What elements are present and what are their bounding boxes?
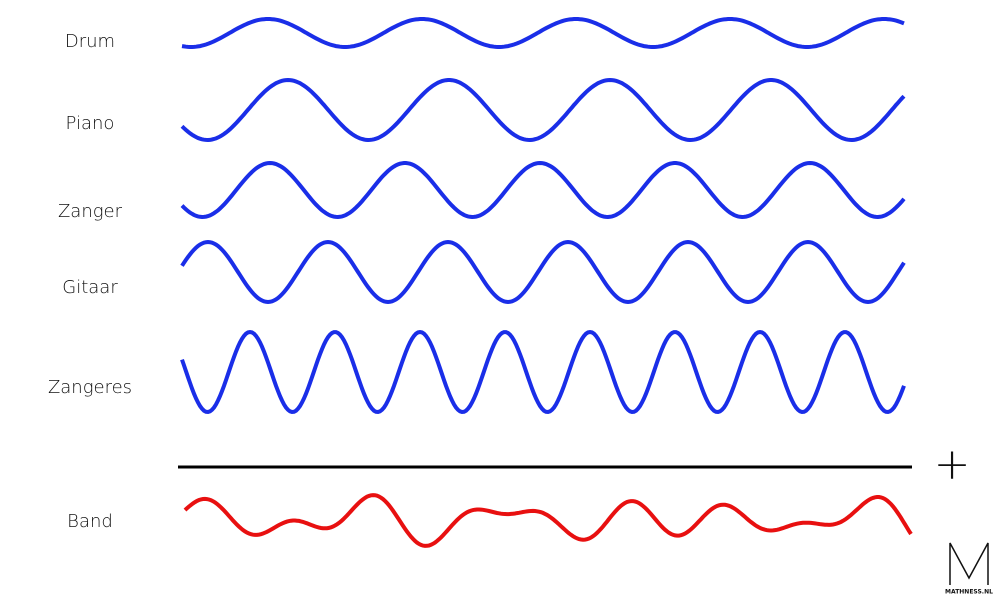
band-label: Band <box>67 511 113 532</box>
logo: MATHNESS.NL <box>945 542 993 596</box>
wave <box>180 329 906 415</box>
wave-label: Zangeres <box>48 377 132 398</box>
wave-label: Piano <box>66 113 115 134</box>
logo-text: MATHNESS.NL <box>945 589 993 596</box>
wave-label: Zanger <box>58 201 123 222</box>
wave-label: Drum <box>65 31 115 52</box>
wave <box>180 77 906 143</box>
plus-sign: + <box>934 439 971 490</box>
wave <box>181 17 905 49</box>
wave-label: Gitaar <box>62 277 118 298</box>
wave <box>180 160 906 220</box>
logo-mark <box>949 542 989 585</box>
wave <box>180 239 906 305</box>
band-wave <box>183 493 913 548</box>
